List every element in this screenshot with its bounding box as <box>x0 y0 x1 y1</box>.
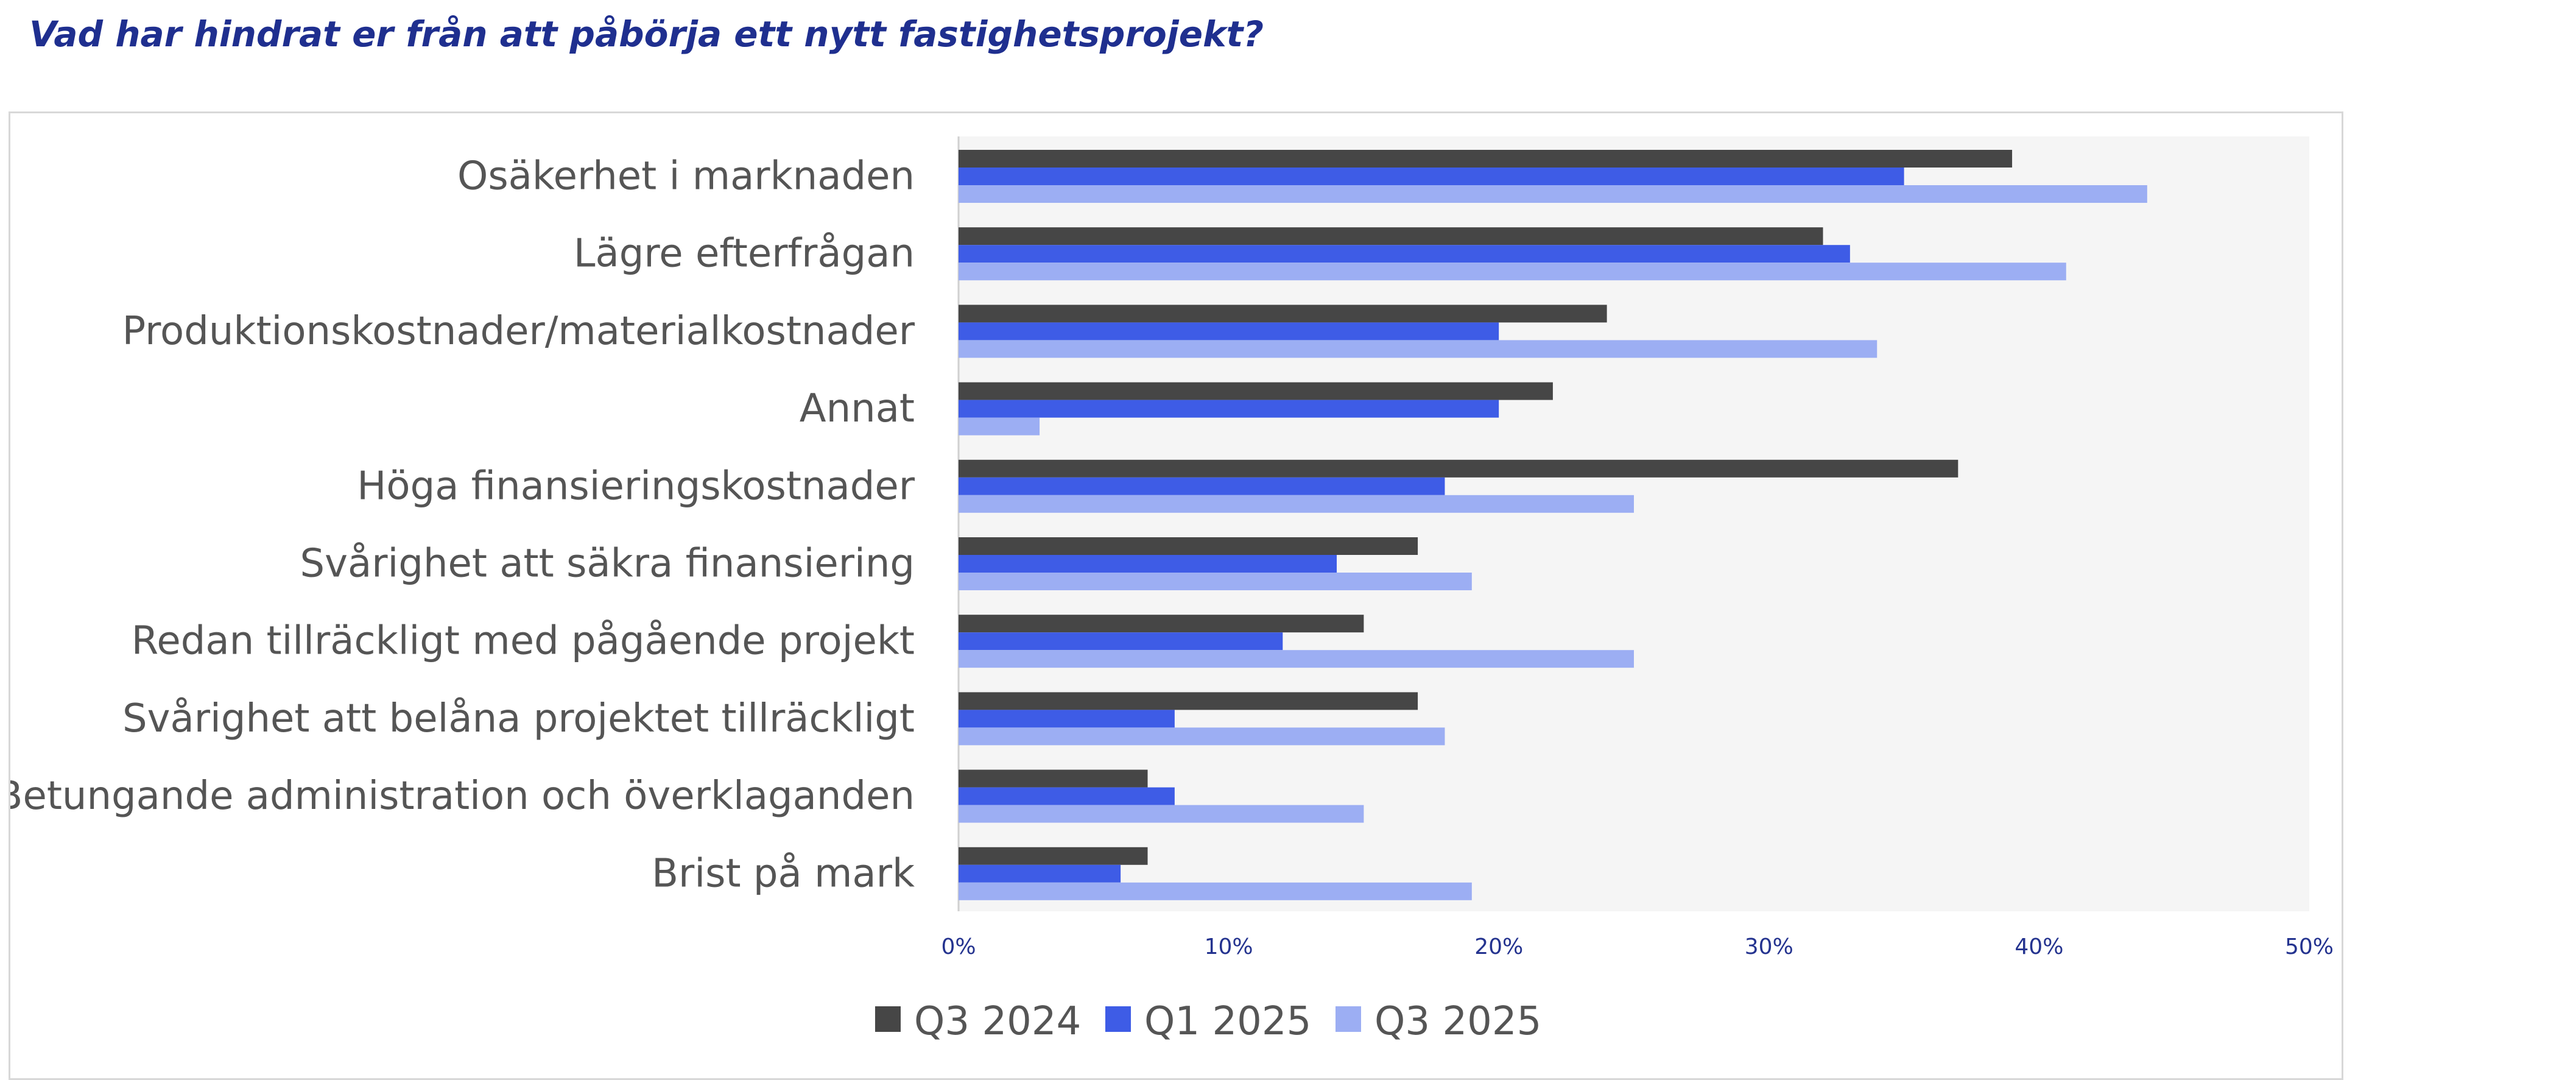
category-label: Höga finansieringskostnader <box>357 464 915 509</box>
bar-q3-2024 <box>959 615 1364 633</box>
category-label: Svårighet att belåna projektet tillräckl… <box>122 696 915 741</box>
legend-swatch <box>875 1006 901 1032</box>
bar-q3-2025 <box>959 263 2066 281</box>
bar-q3-2025 <box>959 185 2147 203</box>
legend-swatch <box>1336 1006 1361 1032</box>
bar-q1-2025 <box>959 787 1175 805</box>
bar-q3-2024 <box>959 382 1553 400</box>
bar-q1-2025 <box>959 477 1445 495</box>
category-label: Betungande administration och överklagan… <box>10 774 915 819</box>
bar-q3-2025 <box>959 340 1877 358</box>
bar-q1-2025 <box>959 322 1499 341</box>
chart-title: Vad har hindrat er från att påbörja ett … <box>29 13 1264 55</box>
bar-q1-2025 <box>959 864 1121 883</box>
bar-q1-2025 <box>959 555 1337 573</box>
category-label: Produktionskostnader/materialkostnader <box>122 309 915 354</box>
bar-q1-2025 <box>959 245 1850 263</box>
bar-q3-2025 <box>959 650 1634 668</box>
bar-q3-2024 <box>959 459 1958 478</box>
bar-q1-2025 <box>959 710 1175 728</box>
x-tick-label: 10% <box>1205 934 1253 959</box>
bar-q3-2024 <box>959 692 1418 710</box>
bar-q3-2024 <box>959 537 1418 555</box>
bar-q3-2025 <box>959 495 1634 513</box>
category-label: Lägre efterfrågan <box>574 231 915 277</box>
bar-q1-2025 <box>959 168 1904 185</box>
category-label: Svårighet att säkra finansiering <box>300 542 915 587</box>
bar-q3-2024 <box>959 150 2013 168</box>
bar-q3-2024 <box>959 769 1148 788</box>
x-tick-label: 50% <box>2285 934 2334 959</box>
bar-q3-2024 <box>959 847 1148 865</box>
legend-label: Q1 2025 <box>1144 999 1311 1044</box>
bar-chart: Osäkerhet i marknaden Lägre efterfrågan Pr… <box>10 136 2334 1044</box>
legend-label: Q3 2025 <box>1374 999 1541 1044</box>
bar-q3-2025 <box>959 727 1445 746</box>
bar-q1-2025 <box>959 400 1499 418</box>
chart-frame: Osäkerhet i marknaden Lägre efterfrågan Pr… <box>9 111 2343 1080</box>
category-label: Redan tillräckligt med pågående projekt <box>132 619 915 664</box>
bar-q3-2024 <box>959 227 1823 245</box>
bar-q3-2025 <box>959 417 1040 436</box>
x-tick-label: 20% <box>1474 934 1523 959</box>
x-tick-label: 40% <box>2015 934 2063 959</box>
category-label: Osäkerhet i marknaden <box>457 154 915 199</box>
category-label: Annat <box>800 386 915 431</box>
legend-swatch <box>1105 1006 1131 1032</box>
x-tick-label: 0% <box>941 934 976 959</box>
category-label: Brist på mark <box>652 851 915 896</box>
bar-q3-2025 <box>959 805 1364 823</box>
bar-q3-2025 <box>959 882 1472 900</box>
x-tick-label: 30% <box>1745 934 1793 959</box>
bar-q3-2024 <box>959 305 1607 323</box>
bar-q1-2025 <box>959 632 1283 651</box>
legend-label: Q3 2024 <box>914 999 1081 1044</box>
bar-q3-2025 <box>959 573 1472 590</box>
